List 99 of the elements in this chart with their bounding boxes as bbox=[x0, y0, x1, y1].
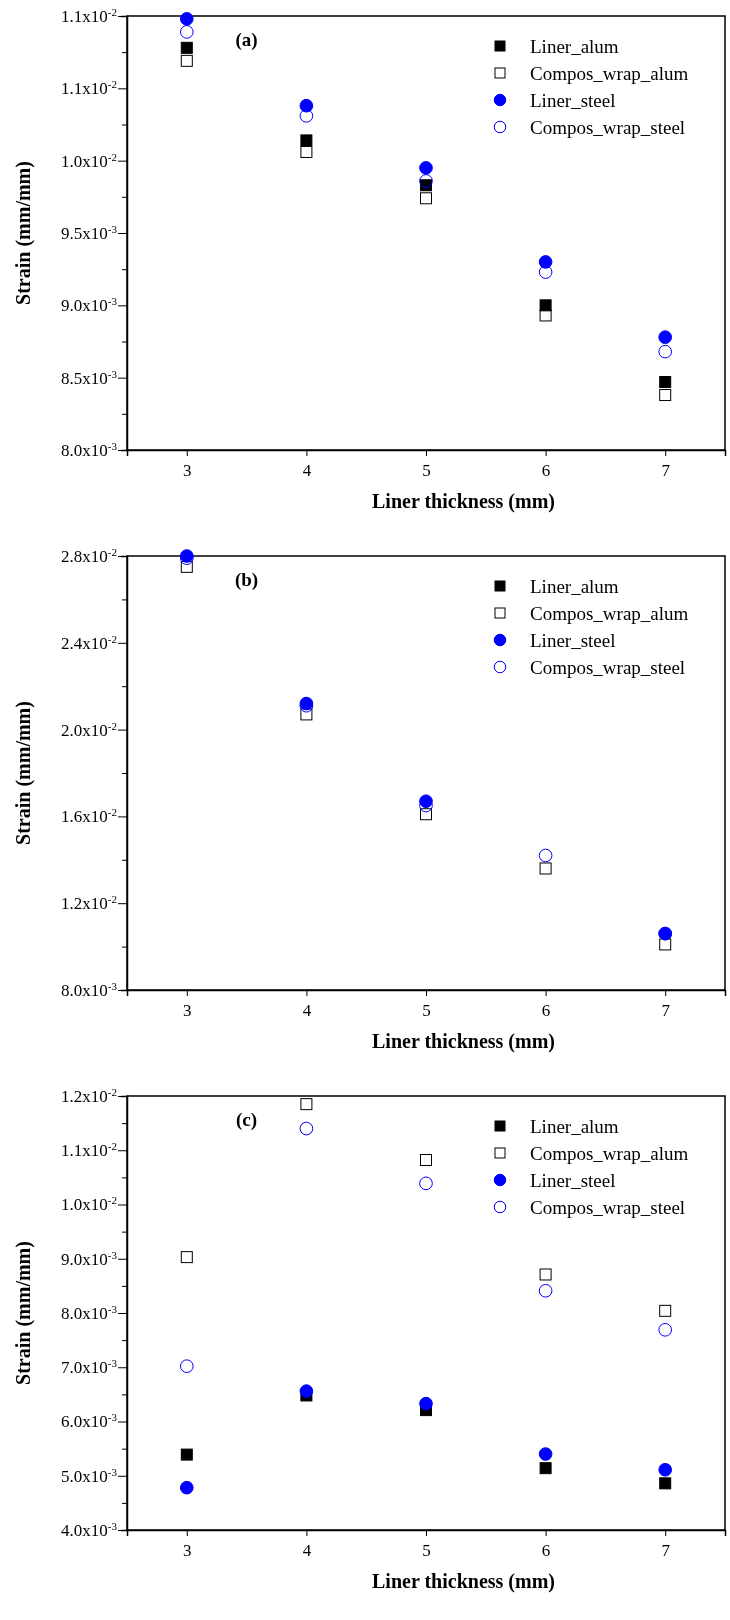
point bbox=[539, 309, 552, 322]
legend-label: Liner_steel bbox=[530, 89, 616, 111]
point bbox=[538, 255, 553, 269]
y-tick-label: 8.0x10$^{-3}$ bbox=[61, 979, 118, 1000]
y-axis-title: Strain (mm/mm) bbox=[12, 701, 35, 845]
point bbox=[420, 808, 432, 821]
y-tick-label: 1.1x10$^{-2}$ bbox=[61, 5, 117, 26]
y-tick-label: 1.2x10$^{-2}$ bbox=[61, 1085, 117, 1106]
point bbox=[659, 376, 672, 389]
x-tick-label: 3 bbox=[183, 1001, 192, 1020]
x-tick-label: 7 bbox=[661, 1541, 671, 1560]
point bbox=[658, 1462, 673, 1477]
point bbox=[419, 1176, 433, 1191]
x-tick-label: 5 bbox=[422, 1001, 431, 1020]
y-tick-label: 7.0x10$^{-3}$ bbox=[61, 1357, 118, 1378]
x-tick-label: 4 bbox=[302, 461, 312, 480]
y-tick-label: 8.0x10$^{-3}$ bbox=[61, 439, 118, 460]
point bbox=[300, 134, 313, 147]
point bbox=[180, 54, 193, 67]
x-tick-label: 4 bbox=[302, 1541, 312, 1560]
point bbox=[659, 1477, 672, 1490]
point bbox=[299, 98, 314, 113]
point bbox=[180, 1251, 193, 1264]
y-tick-label: 1.0x10$^{-2}$ bbox=[61, 150, 117, 171]
y-tick-label: 8.0x10$^{-3}$ bbox=[61, 1302, 118, 1323]
point bbox=[300, 1098, 313, 1111]
legend-label: Liner_alum bbox=[530, 35, 619, 57]
point bbox=[300, 708, 313, 721]
point bbox=[180, 41, 193, 54]
point bbox=[179, 1359, 194, 1373]
point bbox=[659, 389, 672, 402]
y-tick-label: 1.6x10$^{-2}$ bbox=[61, 806, 117, 827]
point bbox=[180, 1448, 193, 1461]
y-tick-label: 1.0x10$^{-2}$ bbox=[61, 1194, 117, 1215]
x-tick-label: 5 bbox=[422, 1541, 431, 1560]
x-axis-title: Liner thickness (mm) bbox=[372, 1570, 555, 1593]
point bbox=[658, 330, 673, 344]
legend-label: Liner_steel bbox=[530, 629, 616, 651]
point bbox=[659, 1304, 672, 1317]
y-tick-label: 1.2x10$^{-2}$ bbox=[61, 893, 117, 914]
point bbox=[420, 192, 432, 205]
annotation: (b) bbox=[234, 569, 259, 591]
y-axis-title: Strain (mm/mm) bbox=[12, 161, 35, 305]
y-tick-label: 2.4x10$^{-2}$ bbox=[61, 632, 117, 653]
point bbox=[419, 174, 433, 188]
point bbox=[538, 1283, 553, 1298]
legend-label: Compos_wrap_steel bbox=[530, 1196, 686, 1218]
x-tick-label: 6 bbox=[541, 1001, 551, 1020]
point bbox=[659, 938, 672, 951]
annotation: (c) bbox=[236, 1109, 258, 1131]
y-tick-label: 8.5x10$^{-3}$ bbox=[61, 367, 118, 388]
x-axis-title: Liner thickness (mm) bbox=[372, 1030, 555, 1053]
point bbox=[300, 145, 313, 158]
y-tick-label: 6.0x10$^{-3}$ bbox=[61, 1411, 118, 1432]
legend-label: Compos_wrap_steel bbox=[530, 116, 686, 138]
point bbox=[538, 265, 553, 279]
legend-label: Liner_steel bbox=[530, 1169, 616, 1191]
point bbox=[538, 1447, 553, 1461]
x-tick-label: 3 bbox=[183, 1541, 192, 1560]
point bbox=[299, 1384, 314, 1398]
y-tick-label: 2.8x10$^{-2}$ bbox=[61, 545, 117, 566]
point bbox=[179, 12, 194, 26]
point bbox=[539, 862, 552, 875]
legend-label: Compos_wrap_alum bbox=[530, 62, 689, 84]
point bbox=[539, 1462, 552, 1475]
point bbox=[179, 1480, 194, 1495]
point bbox=[180, 560, 193, 573]
point bbox=[538, 848, 553, 863]
y-tick-label: 9.5x10$^{-3}$ bbox=[61, 222, 118, 243]
legend-label: Liner_alum bbox=[530, 575, 619, 597]
x-tick-label: 4 bbox=[302, 1001, 312, 1020]
point bbox=[299, 108, 314, 123]
x-tick-label: 5 bbox=[422, 461, 431, 480]
point bbox=[658, 344, 673, 359]
y-tick-label: 5.0x10$^{-3}$ bbox=[61, 1465, 118, 1486]
x-tick-label: 6 bbox=[541, 461, 551, 480]
point bbox=[179, 25, 194, 39]
x-axis-title: Liner thickness (mm) bbox=[372, 490, 555, 513]
y-tick-label: 1.1x10$^{-2}$ bbox=[61, 1140, 117, 1161]
y-tick-label: 2.0x10$^{-2}$ bbox=[61, 719, 117, 740]
y-axis-title: Strain (mm/mm) bbox=[12, 1241, 35, 1385]
point bbox=[299, 1121, 314, 1136]
legend-label: Compos_wrap_alum bbox=[530, 602, 689, 624]
legend-label: Compos_wrap_alum bbox=[530, 1142, 689, 1164]
x-tick-label: 6 bbox=[541, 1541, 551, 1560]
legend-label: Liner_alum bbox=[530, 1115, 619, 1137]
x-tick-label: 7 bbox=[661, 1001, 671, 1020]
y-tick-label: 1.1x10$^{-2}$ bbox=[61, 78, 117, 99]
point bbox=[658, 1322, 673, 1337]
y-tick-label: 4.0x10$^{-3}$ bbox=[61, 1519, 118, 1540]
point bbox=[539, 1268, 552, 1281]
legend-label: Compos_wrap_steel bbox=[530, 656, 686, 678]
y-tick-label: 9.0x10$^{-3}$ bbox=[61, 295, 118, 316]
x-tick-label: 3 bbox=[183, 461, 192, 480]
point bbox=[419, 1396, 433, 1411]
x-tick-label: 7 bbox=[661, 461, 671, 480]
annotation: (a) bbox=[235, 29, 258, 51]
y-tick-label: 9.0x10$^{-3}$ bbox=[61, 1248, 118, 1269]
point bbox=[419, 161, 433, 175]
